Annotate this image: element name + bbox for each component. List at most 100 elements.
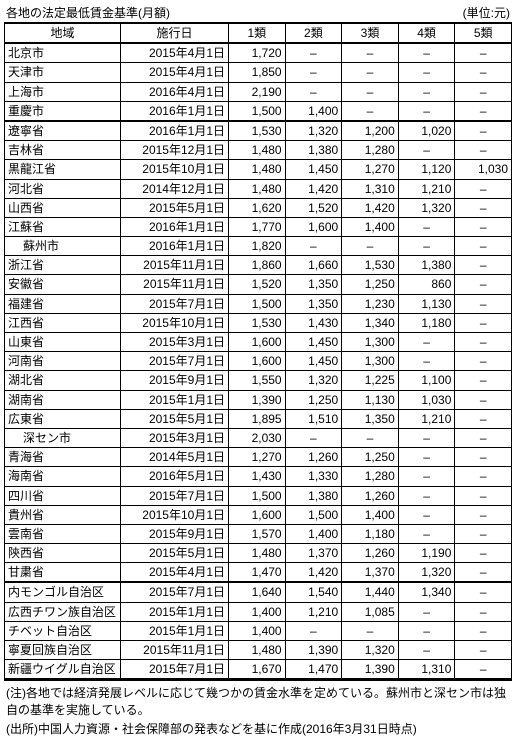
value-cell: 1,660 [285, 256, 342, 275]
value-cell: 1,085 [342, 602, 399, 621]
table-row: 浙江省2015年11月1日1,8601,6601,5301,380– [5, 256, 512, 275]
region-cell: 吉林省 [5, 141, 121, 160]
value-cell: 2,030 [229, 428, 286, 447]
value-cell: 1,480 [229, 544, 286, 563]
date-cell: 2015年4月1日 [121, 563, 229, 583]
value-cell: 1,370 [285, 544, 342, 563]
value-cell: – [455, 505, 512, 524]
value-cell: – [398, 352, 455, 371]
value-cell: 1,530 [229, 313, 286, 332]
date-cell: 2016年4月1日 [121, 82, 229, 101]
value-cell: 1,770 [229, 217, 286, 236]
value-cell: – [398, 602, 455, 621]
region-cell: 福建省 [5, 294, 121, 313]
value-cell: 1,350 [285, 294, 342, 313]
region-cell: 新疆ウイグル自治区 [5, 660, 121, 679]
value-cell: – [342, 63, 399, 82]
region-cell: 天津市 [5, 63, 121, 82]
value-cell: – [455, 333, 512, 352]
value-cell: 1,130 [342, 390, 399, 409]
value-cell: 1,260 [342, 544, 399, 563]
value-cell: – [455, 371, 512, 390]
table-row: 広東省2015年5月1日1,8951,5101,3501,210– [5, 409, 512, 428]
value-cell: 1,020 [398, 121, 455, 141]
value-cell: 1,380 [285, 141, 342, 160]
value-cell: 1,320 [342, 641, 399, 660]
table-row: 江西省2015年10月1日1,5301,4301,3401,180– [5, 313, 512, 332]
value-cell: 1,400 [229, 621, 286, 640]
date-cell: 2016年1月1日 [121, 121, 229, 141]
footnote-line: (出所)中国人力資源・社会保障部の発表などを基に作成(2016年3月31日時点) [6, 721, 510, 738]
region-cell: 湖南省 [5, 390, 121, 409]
value-cell: 860 [398, 275, 455, 294]
region-cell: 安徽省 [5, 275, 121, 294]
value-cell: – [398, 237, 455, 256]
value-cell: – [455, 641, 512, 660]
value-cell: – [455, 409, 512, 428]
value-cell: – [342, 82, 399, 101]
value-cell: – [398, 101, 455, 121]
value-cell: – [342, 621, 399, 640]
region-cell: 陝西省 [5, 544, 121, 563]
value-cell: – [398, 63, 455, 82]
value-cell: 1,310 [342, 179, 399, 198]
region-cell: 上海市 [5, 82, 121, 101]
date-cell: 2015年3月1日 [121, 333, 229, 352]
region-cell: 山西省 [5, 198, 121, 217]
value-cell: 1,480 [229, 141, 286, 160]
region-cell: 貴州省 [5, 505, 121, 524]
value-cell: – [398, 486, 455, 505]
value-cell: 1,500 [229, 486, 286, 505]
value-cell: 1,270 [229, 448, 286, 467]
value-cell: 2,190 [229, 82, 286, 101]
value-cell: 1,250 [342, 448, 399, 467]
value-cell: 1,500 [229, 101, 286, 121]
table-row: 蘇州市2016年1月1日1,820–––– [5, 237, 512, 256]
value-cell: 1,400 [342, 505, 399, 524]
table-row: 上海市2016年4月1日2,190–––– [5, 82, 512, 101]
table-row: 内モンゴル自治区2015年7月1日1,6401,5401,4401,340– [5, 582, 512, 602]
value-cell: 1,570 [229, 524, 286, 543]
table-row: 陝西省2015年5月1日1,4801,3701,2601,190– [5, 544, 512, 563]
table-row: 甘粛省2015年4月1日1,4701,4201,3701,320– [5, 563, 512, 583]
value-cell: – [342, 43, 399, 63]
value-cell: – [455, 198, 512, 217]
value-cell: 1,230 [342, 294, 399, 313]
value-cell: – [285, 63, 342, 82]
value-cell: 1,450 [285, 333, 342, 352]
value-cell: – [455, 294, 512, 313]
value-cell: 1,250 [342, 275, 399, 294]
value-cell: 1,350 [285, 275, 342, 294]
value-cell: 1,500 [285, 505, 342, 524]
value-cell: 1,260 [342, 486, 399, 505]
date-cell: 2015年7月1日 [121, 294, 229, 313]
value-cell: – [455, 121, 512, 141]
region-cell: 内モンゴル自治区 [5, 582, 121, 602]
region-cell: 四川省 [5, 486, 121, 505]
date-cell: 2015年5月1日 [121, 544, 229, 563]
table-row: 四川省2015年7月1日1,5001,3801,260–– [5, 486, 512, 505]
table-row: 重慶市2016年1月1日1,5001,400––– [5, 101, 512, 121]
value-cell: 1,210 [398, 409, 455, 428]
date-cell: 2016年1月1日 [121, 217, 229, 236]
table-row: 安徽省2015年11月1日1,5201,3501,250860– [5, 275, 512, 294]
date-cell: 2015年5月1日 [121, 409, 229, 428]
region-cell: 広西チワン族自治区 [5, 602, 121, 621]
region-cell: 広東省 [5, 409, 121, 428]
value-cell: – [455, 82, 512, 101]
value-cell: – [455, 352, 512, 371]
value-cell: 1,850 [229, 63, 286, 82]
value-cell: 1,130 [398, 294, 455, 313]
value-cell: 1,480 [229, 179, 286, 198]
value-cell: – [342, 101, 399, 121]
region-cell: 雲南省 [5, 524, 121, 543]
date-cell: 2015年7月1日 [121, 352, 229, 371]
col-header: 地域 [5, 23, 121, 43]
value-cell: – [455, 43, 512, 63]
value-cell: – [455, 524, 512, 543]
value-cell: 1,340 [398, 582, 455, 602]
region-cell: 江西省 [5, 313, 121, 332]
date-cell: 2015年9月1日 [121, 524, 229, 543]
value-cell: 1,520 [285, 198, 342, 217]
value-cell: 1,030 [398, 390, 455, 409]
